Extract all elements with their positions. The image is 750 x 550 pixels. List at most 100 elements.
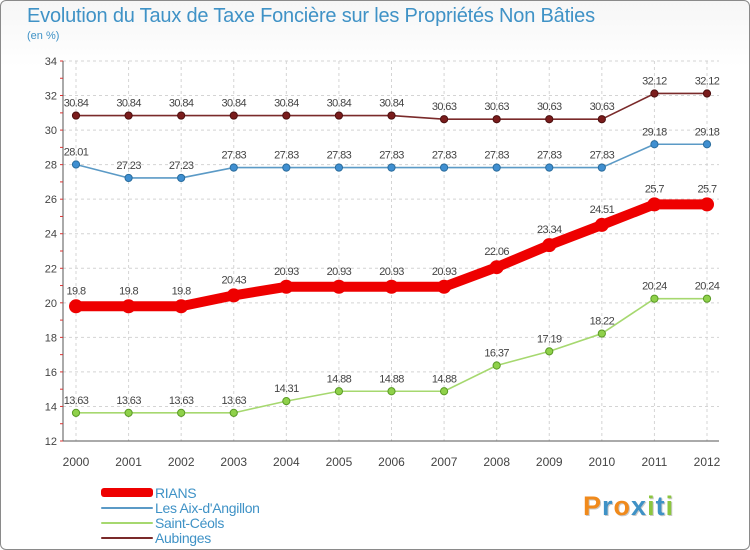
x-tick-label: 2004 <box>273 455 300 469</box>
legend-item: Aubinges <box>101 530 260 545</box>
data-point <box>71 111 81 120</box>
data-label: 20.43 <box>221 274 246 286</box>
legend-label: Saint-Céols <box>155 514 225 531</box>
data-label: 25.7 <box>645 183 664 195</box>
data-label: 20.93 <box>379 266 404 278</box>
data-label: 27.83 <box>274 150 299 162</box>
data-label: 27.83 <box>379 150 404 162</box>
data-label: 14.31 <box>274 383 299 395</box>
data-point <box>121 299 136 314</box>
data-point <box>229 408 238 417</box>
y-tick-label: 14 <box>45 401 57 413</box>
data-label: 27.23 <box>169 160 194 172</box>
x-tick-label: 2011 <box>642 455 668 469</box>
data-label: 29.18 <box>695 126 720 138</box>
data-label: 20.93 <box>274 266 299 278</box>
data-point <box>492 115 501 124</box>
data-point <box>597 163 606 172</box>
data-label: 23.34 <box>537 224 562 236</box>
data-label: 20.24 <box>695 281 720 293</box>
data-point <box>334 111 344 120</box>
data-label: 13.63 <box>116 395 141 407</box>
data-point <box>702 140 712 149</box>
data-point <box>545 163 554 172</box>
data-label: 19.8 <box>66 285 85 297</box>
data-point <box>282 111 291 120</box>
legend-item: RIANS <box>101 485 260 500</box>
data-point <box>177 173 186 183</box>
data-label: 25.7 <box>697 183 716 195</box>
data-label: 13.63 <box>64 395 89 407</box>
data-point <box>124 408 133 417</box>
data-label: 30.84 <box>327 98 352 110</box>
y-tick-label: 18 <box>45 332 57 344</box>
data-point <box>545 347 554 356</box>
x-tick-label: 2002 <box>168 455 195 469</box>
legend-label: Aubinges <box>155 529 211 546</box>
data-point <box>492 163 501 172</box>
legend-label: Les Aix-d'Angillon <box>155 499 260 516</box>
logo-letter: o <box>613 491 632 521</box>
logo-letter: P <box>583 491 603 521</box>
x-tick-label: 2008 <box>483 455 510 469</box>
legend-swatch <box>101 521 153 524</box>
data-point <box>387 163 396 172</box>
data-label: 19.8 <box>119 285 138 297</box>
legend-label: RIANS <box>155 484 197 501</box>
data-point <box>702 89 712 98</box>
data-point <box>650 140 659 149</box>
data-label: 30.63 <box>484 101 509 113</box>
data-point <box>174 299 189 314</box>
y-tick-label: 24 <box>45 229 57 241</box>
logo-letter: x <box>631 491 648 521</box>
data-point <box>594 217 609 232</box>
data-label: 14.88 <box>379 373 404 385</box>
x-tick-label: 2005 <box>326 455 353 469</box>
data-label: 19.8 <box>172 285 191 297</box>
logo-letter: r <box>602 491 614 521</box>
data-point <box>71 408 81 417</box>
data-point <box>489 260 504 275</box>
data-label: 14.88 <box>327 373 352 385</box>
data-label: 30.84 <box>116 98 141 110</box>
data-label: 20.93 <box>432 266 457 278</box>
data-point <box>282 163 291 172</box>
logo-letter: i <box>647 491 656 521</box>
data-point <box>650 294 659 303</box>
data-point <box>700 197 714 212</box>
data-point <box>387 387 396 396</box>
data-point <box>702 294 712 303</box>
data-point <box>437 279 452 294</box>
y-tick-label: 20 <box>45 298 57 310</box>
y-tick-label: 32 <box>45 91 57 103</box>
chart-subtitle: (en %) <box>27 30 60 42</box>
data-point <box>226 288 241 303</box>
x-tick-label: 2007 <box>431 455 458 469</box>
data-point <box>545 115 554 124</box>
x-tick-label: 2003 <box>220 455 247 469</box>
data-label: 27.83 <box>221 150 246 162</box>
y-tick-label: 22 <box>45 263 57 275</box>
legend-swatch <box>101 536 153 539</box>
chart-title: Evolution du Taux de Taxe Foncière sur l… <box>27 5 595 27</box>
data-point <box>71 160 81 169</box>
legend-swatch <box>101 506 153 509</box>
data-label: 20.24 <box>642 281 667 293</box>
data-point <box>597 329 606 338</box>
data-label: 16.37 <box>484 348 509 360</box>
legend-item: Les Aix-d'Angillon <box>101 500 260 515</box>
data-label: 20.93 <box>327 266 352 278</box>
data-label: 30.63 <box>537 101 562 113</box>
data-label: 30.63 <box>432 101 457 113</box>
data-point <box>331 279 346 294</box>
data-label: 29.18 <box>642 126 667 138</box>
y-tick-label: 28 <box>45 160 57 172</box>
y-tick-label: 12 <box>45 436 57 448</box>
data-label: 30.84 <box>221 98 246 110</box>
data-label: 32.12 <box>695 75 720 87</box>
legend-swatch <box>101 488 153 497</box>
legend-item: Saint-Céols <box>101 515 260 530</box>
data-point <box>542 238 557 253</box>
